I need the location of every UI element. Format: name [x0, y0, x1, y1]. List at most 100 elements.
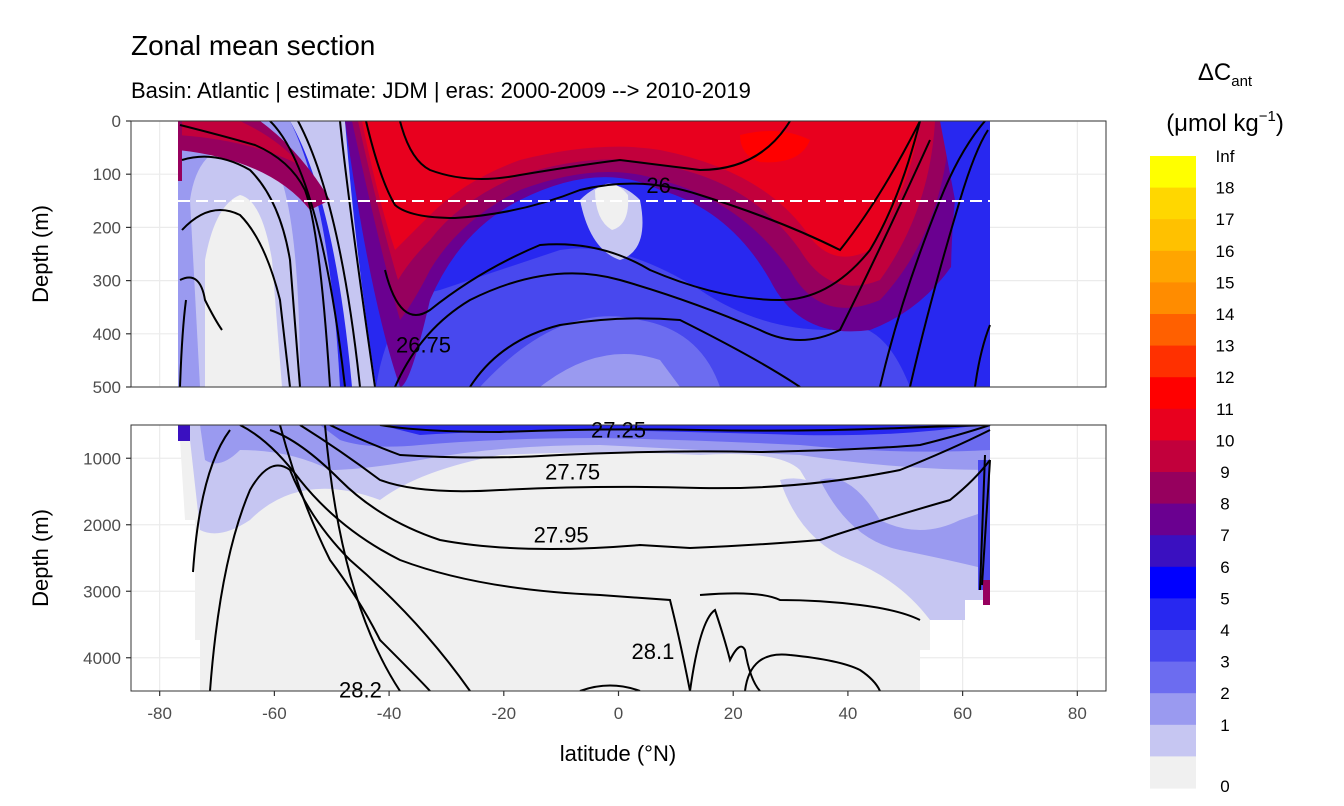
top-contour-front	[339, 121, 376, 387]
top-contour-labels: 26 26.75	[396, 173, 671, 358]
legend-label: 4	[1220, 621, 1229, 640]
top-y-tick-label: 400	[93, 325, 121, 344]
x-axis-title: latitude (°N)	[560, 741, 676, 766]
bottom-contour-27-5	[329, 425, 991, 459]
legend-title-subscript: ant	[1231, 73, 1253, 90]
top-y-axis: 0 100 200 300 400 500	[93, 112, 131, 397]
bottom-north-deep-pale	[780, 478, 990, 620]
top-panel: 26 26.75 0 100 200 300 400 500	[93, 112, 1107, 397]
legend-label: 7	[1220, 526, 1229, 545]
bottom-y-tick-label: 3000	[83, 582, 121, 601]
top-contour-south-4	[179, 276, 223, 331]
top-contour-26-75	[394, 139, 931, 387]
legend-unit-exponent: −1	[1259, 108, 1276, 125]
x-tick-label: -60	[262, 704, 287, 723]
top-south-surface-band	[178, 121, 330, 210]
contour-label: 27.25	[591, 418, 646, 443]
x-tick-label: -80	[147, 704, 172, 723]
x-tick-label: -40	[377, 704, 402, 723]
bottom-contour-north-1	[979, 454, 986, 591]
top-contour-north-1	[879, 121, 986, 387]
legend-label: 9	[1220, 463, 1229, 482]
bottom-contour-bottom-2	[689, 608, 761, 691]
legend-swatch	[1150, 724, 1196, 757]
top-y-tick-label: 300	[93, 272, 121, 291]
bottom-y-axis: 1000 2000 3000 4000	[83, 449, 131, 668]
legend-label: 5	[1220, 589, 1229, 608]
bottom-contour-28-15	[699, 592, 921, 621]
top-equatorial-deep-pale	[540, 354, 680, 387]
legend-title: ΔCant	[1198, 59, 1253, 90]
legend-swatch	[1150, 566, 1196, 599]
top-y-tick-label: 100	[93, 165, 121, 184]
legend-swatch	[1150, 630, 1196, 663]
legend-label: Inf	[1216, 147, 1235, 166]
legend-swatch	[1150, 756, 1196, 789]
top-antarctic-white-core	[205, 195, 282, 387]
bottom-contour-27-95	[269, 429, 991, 550]
legend-label: 18	[1216, 179, 1235, 198]
bottom-north-edge-strip	[983, 580, 990, 605]
legend-swatch	[1150, 693, 1196, 726]
bottom-panel: 27.25 27.75 27.95 28.1 28.2 1000 2000 3000 4000…	[83, 418, 1107, 723]
top-contour-south-3	[181, 209, 291, 387]
bottom-panel-fill	[178, 425, 990, 691]
legend-title-symbol: ΔC	[1198, 59, 1231, 86]
bottom-contour-south-1	[192, 429, 231, 573]
top-contour-south-5	[179, 299, 187, 387]
legend-label: 10	[1216, 431, 1235, 450]
bottom-contour-27-75	[299, 425, 991, 493]
bottom-contour-28-2	[209, 464, 471, 691]
top-contour-south-7	[297, 121, 361, 387]
legend-label: 8	[1220, 495, 1229, 514]
contour-label: 28.2	[339, 678, 382, 703]
top-south-edge-strip	[178, 121, 182, 181]
legend-label: 16	[1216, 242, 1235, 261]
bottom-contour-28-1	[239, 425, 691, 691]
x-tick-label: 0	[614, 704, 623, 723]
bottom-y-tick-label: 2000	[83, 516, 121, 535]
top-panel-fill	[178, 121, 990, 387]
top-contour-27	[469, 317, 801, 387]
legend-label: 3	[1220, 653, 1229, 672]
legend-swatch	[1150, 408, 1196, 441]
legend-label: 14	[1216, 305, 1235, 324]
legend-label: 17	[1216, 210, 1235, 229]
top-contour-25	[399, 121, 791, 180]
top-contour-south-2	[181, 155, 301, 387]
top-panel-border	[130, 120, 1107, 388]
contour-label: 26.75	[396, 332, 451, 357]
legend-label: 13	[1216, 337, 1235, 356]
legend-swatch	[1150, 535, 1196, 568]
contour-label: 27.95	[534, 523, 589, 548]
x-tick-label: 80	[1068, 704, 1087, 723]
contour-label: 28.1	[631, 639, 674, 664]
legend-swatch	[1150, 282, 1196, 315]
top-contour-north-2	[909, 129, 989, 387]
legend-label: 12	[1216, 368, 1235, 387]
x-tick-label: 20	[724, 704, 743, 723]
top-front-light-band	[290, 121, 376, 387]
top-y-tick-label: 200	[93, 218, 121, 237]
chart-title: Zonal mean section	[131, 30, 375, 61]
legend-label: 1	[1220, 716, 1229, 735]
legend-unit: (μmol kg−1)	[1166, 108, 1284, 137]
legend-swatch	[1150, 440, 1196, 473]
bottom-north-nadw	[820, 478, 990, 570]
legend-swatch	[1150, 250, 1196, 283]
legend-unit-suffix: )	[1276, 110, 1284, 137]
bottom-contour-south-3	[279, 425, 431, 691]
legend-swatch	[1150, 314, 1196, 347]
top-y-axis-title: Depth (m)	[28, 205, 53, 303]
chart-subtitle: Basin: Atlantic | estimate: JDM | eras: …	[131, 78, 751, 103]
legend-label: 0	[1220, 777, 1229, 796]
legend-swatch	[1150, 156, 1196, 189]
top-y-tick-label: 0	[112, 112, 121, 131]
legend-label: 11	[1216, 400, 1234, 419]
x-tick-label: 60	[953, 704, 972, 723]
top-y-tick-label: 500	[93, 378, 121, 397]
legend-unit-prefix: (μmol kg	[1166, 110, 1259, 137]
legend-label: 6	[1220, 558, 1229, 577]
